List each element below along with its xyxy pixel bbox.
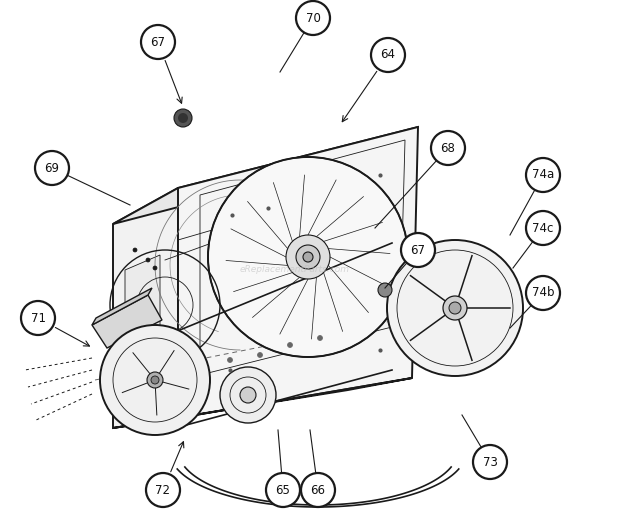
Circle shape bbox=[449, 302, 461, 314]
Polygon shape bbox=[113, 188, 178, 428]
Circle shape bbox=[178, 113, 188, 123]
Text: 68: 68 bbox=[441, 141, 456, 155]
Circle shape bbox=[146, 473, 180, 507]
Circle shape bbox=[296, 1, 330, 35]
Circle shape bbox=[21, 301, 55, 335]
Text: 73: 73 bbox=[482, 456, 497, 469]
Circle shape bbox=[151, 376, 159, 384]
Text: 72: 72 bbox=[156, 483, 171, 496]
Text: eReplacementParts.com: eReplacementParts.com bbox=[240, 266, 350, 275]
Polygon shape bbox=[113, 127, 418, 224]
Circle shape bbox=[378, 283, 392, 297]
Circle shape bbox=[526, 211, 560, 245]
Circle shape bbox=[526, 158, 560, 192]
Circle shape bbox=[301, 473, 335, 507]
Circle shape bbox=[35, 151, 69, 185]
Circle shape bbox=[266, 473, 300, 507]
Circle shape bbox=[401, 233, 435, 267]
Polygon shape bbox=[178, 127, 418, 418]
Circle shape bbox=[208, 157, 408, 357]
Text: 74a: 74a bbox=[532, 169, 554, 182]
Circle shape bbox=[100, 325, 210, 435]
Circle shape bbox=[133, 248, 137, 252]
Circle shape bbox=[220, 367, 276, 423]
Text: 70: 70 bbox=[306, 11, 321, 25]
Circle shape bbox=[174, 109, 192, 127]
Circle shape bbox=[387, 240, 523, 376]
Text: 69: 69 bbox=[45, 161, 60, 174]
Circle shape bbox=[296, 245, 320, 269]
Text: 66: 66 bbox=[311, 483, 326, 496]
Circle shape bbox=[240, 387, 256, 403]
Text: 71: 71 bbox=[30, 312, 45, 325]
Polygon shape bbox=[113, 378, 412, 428]
Circle shape bbox=[526, 276, 560, 310]
Circle shape bbox=[431, 131, 465, 165]
Text: 67: 67 bbox=[151, 35, 166, 49]
Circle shape bbox=[141, 25, 175, 59]
Text: 65: 65 bbox=[275, 483, 290, 496]
Circle shape bbox=[147, 372, 163, 388]
Circle shape bbox=[288, 342, 293, 348]
Polygon shape bbox=[92, 295, 162, 348]
Text: 67: 67 bbox=[410, 243, 425, 256]
Text: 74b: 74b bbox=[532, 287, 554, 300]
Circle shape bbox=[228, 358, 232, 362]
Circle shape bbox=[303, 252, 313, 262]
Text: 64: 64 bbox=[381, 49, 396, 62]
Circle shape bbox=[371, 38, 405, 72]
Text: 74c: 74c bbox=[533, 221, 554, 234]
Circle shape bbox=[146, 258, 150, 262]
Circle shape bbox=[153, 266, 157, 270]
Circle shape bbox=[317, 336, 322, 340]
Circle shape bbox=[443, 296, 467, 320]
Circle shape bbox=[257, 352, 262, 358]
Polygon shape bbox=[92, 288, 152, 325]
Polygon shape bbox=[125, 255, 160, 365]
Circle shape bbox=[286, 235, 330, 279]
Circle shape bbox=[473, 445, 507, 479]
